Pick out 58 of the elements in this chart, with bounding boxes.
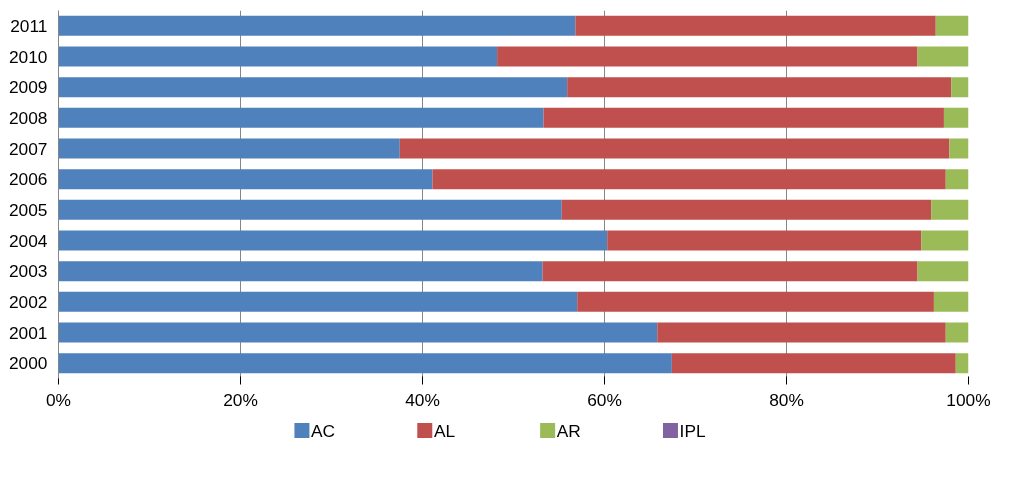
bar (58, 46, 498, 67)
bar (58, 138, 400, 159)
bar (945, 169, 969, 190)
y-tick-label: 2011 (10, 15, 48, 36)
bar (58, 230, 608, 251)
bar (58, 77, 568, 98)
legend-label: IPL (679, 420, 706, 441)
x-tick-label: 80% (769, 389, 804, 410)
y-tick-label: 2006 (8, 169, 48, 190)
y-tick-label: 2003 (8, 261, 48, 282)
y-tick-label: 2008 (8, 107, 48, 128)
bar (567, 77, 952, 98)
bar (931, 199, 969, 220)
bar (575, 15, 936, 36)
bar (58, 15, 576, 36)
bar (577, 291, 934, 312)
bar (399, 138, 950, 159)
bar (955, 353, 969, 374)
y-tick-label: 2002 (8, 291, 48, 312)
x-tick-label: 60% (587, 389, 622, 410)
bar (917, 261, 969, 282)
bar (58, 169, 433, 190)
legend-label: AC (311, 420, 336, 441)
bar (542, 261, 918, 282)
bar (607, 230, 922, 251)
bar (497, 46, 918, 67)
bar (657, 322, 946, 343)
bar (543, 107, 944, 128)
y-tick-label: 2007 (8, 138, 48, 159)
x-tick-label: 0% (45, 389, 72, 410)
bar (933, 291, 969, 312)
x-tick-label: 100% (946, 389, 991, 410)
bar (432, 169, 946, 190)
bar (943, 107, 969, 128)
bar (58, 322, 658, 343)
legend-label: AR (556, 420, 581, 441)
y-tick-label: 2001 (8, 322, 48, 343)
y-tick-label: 2004 (8, 230, 48, 251)
y-tick-label: 2010 (8, 46, 48, 67)
bar (58, 353, 672, 374)
bar (671, 353, 956, 374)
legend-label: AL (433, 420, 456, 441)
x-tick-label: 40% (405, 389, 440, 410)
x-tick-label: 20% (223, 389, 258, 410)
bar (949, 138, 969, 159)
y-tick-label: 2009 (8, 77, 48, 98)
bar (951, 77, 969, 98)
bar (58, 291, 578, 312)
bar (921, 230, 969, 251)
bar (561, 199, 932, 220)
y-tick-label: 2000 (8, 353, 48, 374)
bar (58, 261, 543, 282)
bar (58, 107, 544, 128)
bar (917, 46, 969, 67)
bar (945, 322, 969, 343)
bar (58, 199, 562, 220)
bar (935, 15, 969, 36)
y-tick-label: 2005 (8, 199, 48, 220)
